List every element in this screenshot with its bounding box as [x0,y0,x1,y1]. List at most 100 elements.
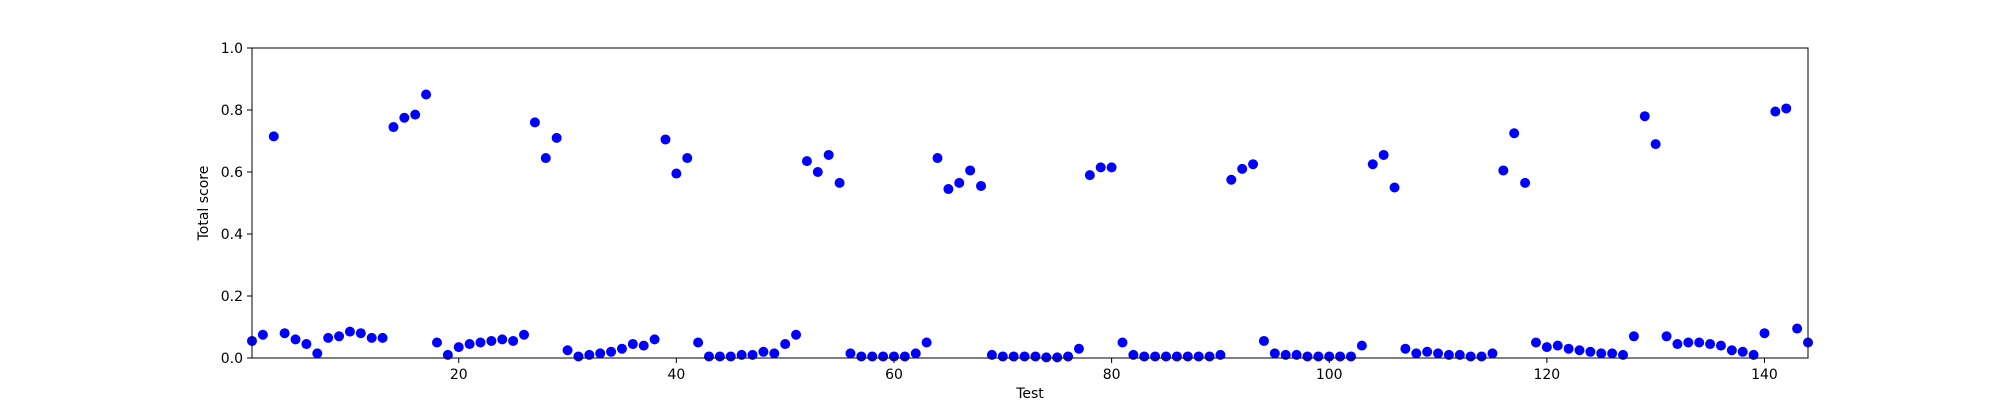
data-point [1705,339,1716,350]
data-point [551,132,562,143]
data-point [1454,349,1465,360]
data-point [725,351,736,362]
data-point [1248,159,1259,170]
data-point [1433,348,1444,359]
x-tick-label: 120 [1533,367,1560,383]
data-point [410,109,421,120]
data-point [986,349,997,360]
data-point [399,112,410,123]
data-point [497,334,508,345]
data-point [1596,348,1607,359]
data-point [1781,103,1792,114]
data-point [1258,335,1269,346]
data-point [1509,128,1520,139]
data-point [1726,345,1737,356]
x-tick-label: 20 [450,367,468,383]
data-point [1650,139,1661,150]
data-point [1302,351,1313,362]
data-point [1313,351,1324,362]
data-point [1476,351,1487,362]
data-point [1356,340,1367,351]
data-point [1759,328,1770,339]
data-point [627,339,638,350]
data-point [888,351,899,362]
data-point [1737,346,1748,357]
data-point [519,329,530,340]
y-tick-label: 0.2 [221,289,243,305]
data-point [954,177,965,188]
data-point [257,329,268,340]
data-point [758,346,769,357]
data-point [1498,165,1509,176]
data-point [1335,351,1346,362]
data-point [878,351,889,362]
data-point [1095,162,1106,173]
data-point [453,342,464,353]
data-point [1443,349,1454,360]
data-point [1618,349,1629,360]
data-point [1400,343,1411,354]
data-point [704,351,715,362]
data-point [899,351,910,362]
data-point [1411,348,1422,359]
data-point [268,131,279,142]
data-point [366,332,377,343]
data-point [1541,342,1552,353]
data-point [1389,182,1400,193]
data-point [834,177,845,188]
data-point [464,339,475,350]
data-point [867,351,878,362]
x-axis: 20 40 60 80 100 120 140 [450,358,1778,383]
data-point [649,334,660,345]
data-point [921,337,932,348]
data-point [1063,351,1074,362]
data-point [1128,349,1139,360]
data-point [1672,339,1683,350]
data-point [1465,351,1476,362]
y-tick-label: 0.0 [221,351,243,367]
data-point [1683,337,1694,348]
data-point [1324,351,1335,362]
data-point [344,326,355,337]
data-point [1792,323,1803,334]
data-point [747,349,758,360]
data-point [388,122,399,133]
data-point [856,351,867,362]
data-point [1019,351,1030,362]
data-point [584,349,595,360]
data-point [1530,337,1541,348]
data-point [508,335,519,346]
x-tick-label: 40 [667,367,685,383]
data-point [1171,351,1182,362]
data-point [682,153,693,164]
data-point [1073,343,1084,354]
data-point [334,331,345,342]
data-point [431,337,442,348]
data-point [442,349,453,360]
data-point [475,337,486,348]
data-point [1552,340,1563,351]
data-point [714,351,725,362]
data-point [660,134,671,145]
data-point [736,349,747,360]
data-point [943,184,954,195]
data-point [801,156,812,167]
data-point [1715,340,1726,351]
data-point [290,334,301,345]
x-tick-label: 60 [885,367,903,383]
data-point [1422,346,1433,357]
data-point [540,153,551,164]
data-point [1008,351,1019,362]
data-point [823,149,834,160]
y-axis: 0.0 0.2 0.4 0.6 0.8 1.0 [221,41,252,367]
data-point [301,339,312,350]
data-point [1367,159,1378,170]
data-point [573,351,584,362]
data-point [486,335,497,346]
data-point [606,346,617,357]
data-point [1139,351,1150,362]
data-point [1628,331,1639,342]
data-point [1106,162,1117,173]
data-points [247,89,1813,363]
